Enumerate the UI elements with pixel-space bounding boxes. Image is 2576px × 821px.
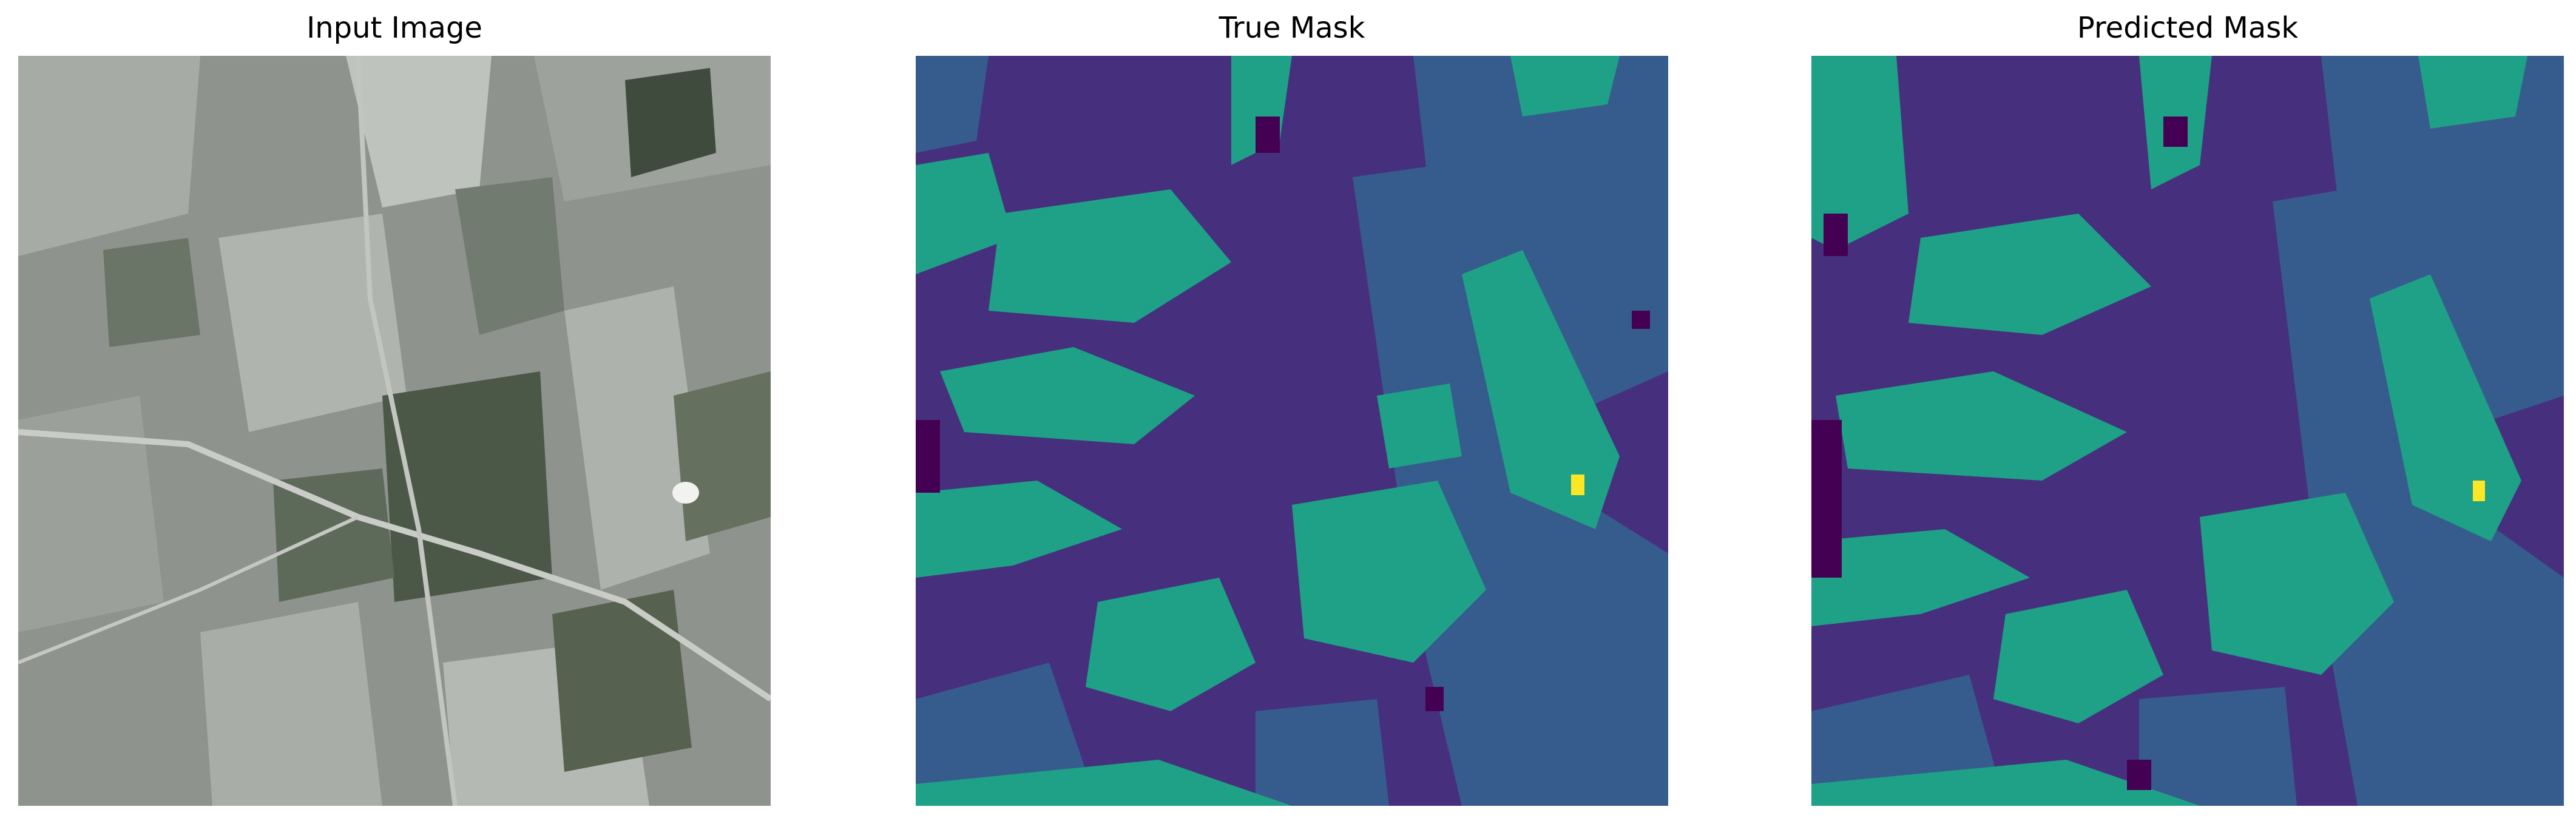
photo-field: [200, 602, 382, 806]
predicted-mask: [1811, 56, 2564, 806]
mask-region-class-3: [2200, 493, 2394, 675]
mask-region-class-3: [1993, 590, 2163, 723]
panel-predicted-mask: Predicted Mask: [1811, 0, 2564, 821]
photo-field: [346, 56, 492, 208]
mask-region-class-0: [2127, 760, 2151, 790]
mask-region-class-3: [916, 760, 1292, 806]
photo-vegetation: [455, 177, 564, 335]
photo-field: [18, 396, 164, 632]
mask-region-class-4: [1571, 475, 1584, 495]
input-image: [18, 56, 771, 806]
mask-region-class-3: [2370, 274, 2521, 541]
photo-vegetation: [552, 590, 692, 772]
mask-region-class-3: [1377, 383, 1462, 468]
mask-region-class-3: [1811, 529, 2030, 626]
photo-vegetation: [273, 468, 394, 602]
mask-region-class-3: [1836, 371, 2127, 481]
true-mask: [916, 56, 1668, 806]
photo-bright-spot: [672, 482, 699, 504]
mask-region-class-2: [916, 663, 1098, 806]
photo-field: [564, 286, 710, 590]
photo-vegetation: [382, 371, 552, 602]
mask-region-class-3: [1908, 214, 2151, 335]
mask-region-class-3: [2418, 56, 2527, 129]
mask-region-class-0: [1811, 420, 1842, 578]
mask-region-class-3: [1811, 56, 1908, 250]
mask-region-class-0: [1632, 311, 1650, 329]
mask-region-class-3: [989, 189, 1231, 323]
mask-region-class-0: [1824, 214, 1848, 256]
mask-region-class-0: [1256, 117, 1280, 153]
panel-input-image: Input Image: [18, 0, 771, 821]
panel-title: Input Image: [306, 11, 482, 45]
predicted-mask-image: [1811, 56, 2564, 806]
mask-region-class-4: [2473, 481, 2485, 501]
mask-region-class-2: [916, 56, 989, 153]
photo-road: [356, 56, 458, 806]
photo-vegetation: [674, 371, 771, 541]
photo-vegetation: [625, 68, 716, 177]
photo-vegetation: [103, 238, 200, 347]
mask-region-class-0: [2163, 117, 2188, 147]
mask-region-class-0: [1425, 687, 1444, 711]
mask-region-class-0: [916, 420, 940, 493]
mask-region-class-3: [1462, 250, 1620, 529]
mask-region-class-2: [1256, 699, 1389, 806]
mask-region-class-3: [1510, 56, 1620, 117]
satellite-photo: [18, 56, 771, 806]
panel-true-mask: True Mask: [916, 0, 1668, 821]
mask-region-class-3: [1292, 481, 1486, 663]
mask-region-class-3: [940, 347, 1195, 444]
panel-title: True Mask: [1219, 11, 1365, 45]
mask-region-class-3: [916, 481, 1122, 578]
true-mask-image: [916, 56, 1668, 806]
mask-region-class-3: [1086, 578, 1256, 711]
photo-field: [218, 214, 407, 432]
mask-region-class-3: [1811, 760, 2200, 806]
photo-road: [18, 515, 359, 664]
mask-region-class-2: [2139, 687, 2297, 806]
mask-region-class-3: [916, 153, 1013, 274]
photo-field: [18, 56, 200, 256]
panel-title: Predicted Mask: [2077, 11, 2299, 45]
